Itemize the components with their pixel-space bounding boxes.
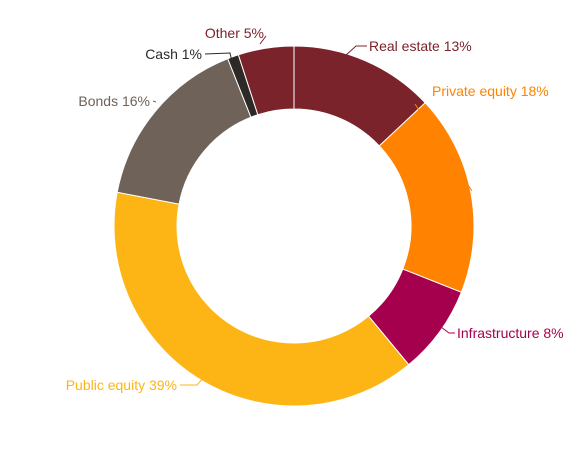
label-public-equity: Public equity 39% xyxy=(66,377,177,393)
label-other: Other 5% xyxy=(205,25,264,41)
slice-public-equity xyxy=(113,191,410,407)
label-real-estate: Real estate 13% xyxy=(369,38,472,54)
label-cash: Cash 1% xyxy=(145,46,202,62)
leader-line-infrastructure xyxy=(440,326,455,334)
label-bonds: Bonds 16% xyxy=(78,93,150,109)
slice-other xyxy=(237,45,295,116)
leader-line-cash xyxy=(204,52,233,63)
label-private-equity: Private equity 18% xyxy=(432,83,549,99)
label-infrastructure: Infrastructure 8% xyxy=(457,325,564,341)
slice-labels: Real estate 13% Private equity 18% Infrast… xyxy=(66,25,564,393)
leader-lines xyxy=(152,35,473,386)
donut-slices xyxy=(113,45,475,407)
slice-bonds xyxy=(116,57,252,205)
leader-line-other xyxy=(259,35,267,45)
leader-line-private-equity xyxy=(414,103,473,192)
leader-line-real-estate xyxy=(344,45,367,57)
leader-line-public-equity xyxy=(180,375,206,386)
leader-line-bonds xyxy=(152,100,157,103)
